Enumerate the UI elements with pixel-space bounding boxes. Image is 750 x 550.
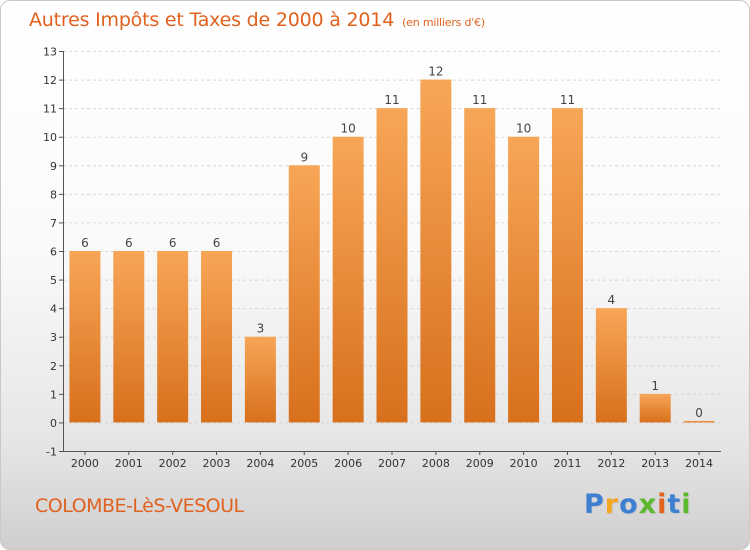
unit-note: (en milliers d'€) xyxy=(402,16,485,29)
logo-letter: P xyxy=(584,489,605,520)
data-label: 6 xyxy=(169,236,177,250)
y-tick-label: 3 xyxy=(50,331,57,344)
chart-title: Autres Impôts et Taxes de 2000 à 2014 (en… xyxy=(29,9,485,31)
bar xyxy=(683,420,715,423)
x-tick-label: 2004 xyxy=(246,457,274,470)
bar xyxy=(69,251,101,423)
bar-series xyxy=(69,79,715,423)
bar xyxy=(157,251,189,423)
y-tick-label: 5 xyxy=(50,274,57,287)
bar xyxy=(508,136,540,423)
logo-letter: x xyxy=(638,489,658,520)
data-label: 10 xyxy=(516,122,531,136)
x-tick-label: 2000 xyxy=(71,457,99,470)
bar xyxy=(244,336,276,423)
data-label: 6 xyxy=(213,236,221,250)
y-tick-label: 7 xyxy=(50,217,57,230)
y-tick-label: -1 xyxy=(46,446,57,459)
x-tick-label: 2011 xyxy=(553,457,581,470)
bar xyxy=(639,393,671,423)
y-tick-label: 12 xyxy=(43,74,57,87)
bar xyxy=(376,108,408,423)
x-tick-label: 2002 xyxy=(159,457,187,470)
y-tick-label: 9 xyxy=(50,160,57,173)
bar xyxy=(201,251,233,423)
x-tick-label: 2001 xyxy=(115,457,143,470)
logo-letter: i xyxy=(657,489,668,520)
y-tick-label: 8 xyxy=(50,188,57,201)
y-tick-label: 1 xyxy=(50,388,57,401)
x-tick-label: 2007 xyxy=(378,457,406,470)
x-tick-label: 2006 xyxy=(334,457,362,470)
bar xyxy=(420,79,452,423)
logo-letter: t xyxy=(667,489,682,520)
bar xyxy=(113,251,145,423)
logo-letter: o xyxy=(619,489,639,520)
y-tick-label: 4 xyxy=(50,303,57,316)
data-label: 11 xyxy=(560,93,575,107)
y-tick-label: 13 xyxy=(43,46,57,59)
logo-letter: i xyxy=(681,489,692,520)
bar xyxy=(332,136,364,423)
y-tick-label: 11 xyxy=(43,103,57,116)
x-tick-label: 2008 xyxy=(422,457,450,470)
y-tick-label: 2 xyxy=(50,360,57,373)
chart-title-text: Autres Impôts et Taxes de 2000 à 2014 xyxy=(29,9,395,31)
bar xyxy=(595,308,627,423)
data-label: 6 xyxy=(125,236,133,250)
x-axis: 2000 2001 2002 2003 2004 2005 2006 2007 2008 2009… xyxy=(63,451,721,470)
y-tick-label: 10 xyxy=(43,131,57,144)
x-tick-label: 2013 xyxy=(641,457,669,470)
bar xyxy=(288,165,320,423)
data-label: 10 xyxy=(340,122,355,136)
data-label: 9 xyxy=(300,150,308,164)
x-tick-label: 2010 xyxy=(510,457,538,470)
data-label: 4 xyxy=(608,293,616,307)
x-tick-label: 2003 xyxy=(203,457,231,470)
data-label: 3 xyxy=(257,322,265,336)
bar xyxy=(551,108,583,423)
data-label: 0 xyxy=(695,406,703,420)
data-label: 12 xyxy=(428,65,443,79)
x-tick-label: 2014 xyxy=(685,457,713,470)
logo-letter: r xyxy=(604,489,620,520)
x-tick-label: 2009 xyxy=(466,457,494,470)
y-tick-label: 6 xyxy=(50,246,57,259)
proxiti-logo: Proxiti xyxy=(584,489,692,520)
data-label: 1 xyxy=(651,379,659,393)
data-label: 11 xyxy=(472,93,487,107)
data-label: 6 xyxy=(81,236,89,250)
x-tick-label: 2012 xyxy=(597,457,625,470)
bar xyxy=(464,108,496,423)
y-tick-label: 0 xyxy=(50,417,57,430)
commune-name: COLOMBE-LèS-VESOUL xyxy=(35,495,244,517)
x-tick-label: 2005 xyxy=(290,457,318,470)
data-label: 11 xyxy=(384,93,399,107)
